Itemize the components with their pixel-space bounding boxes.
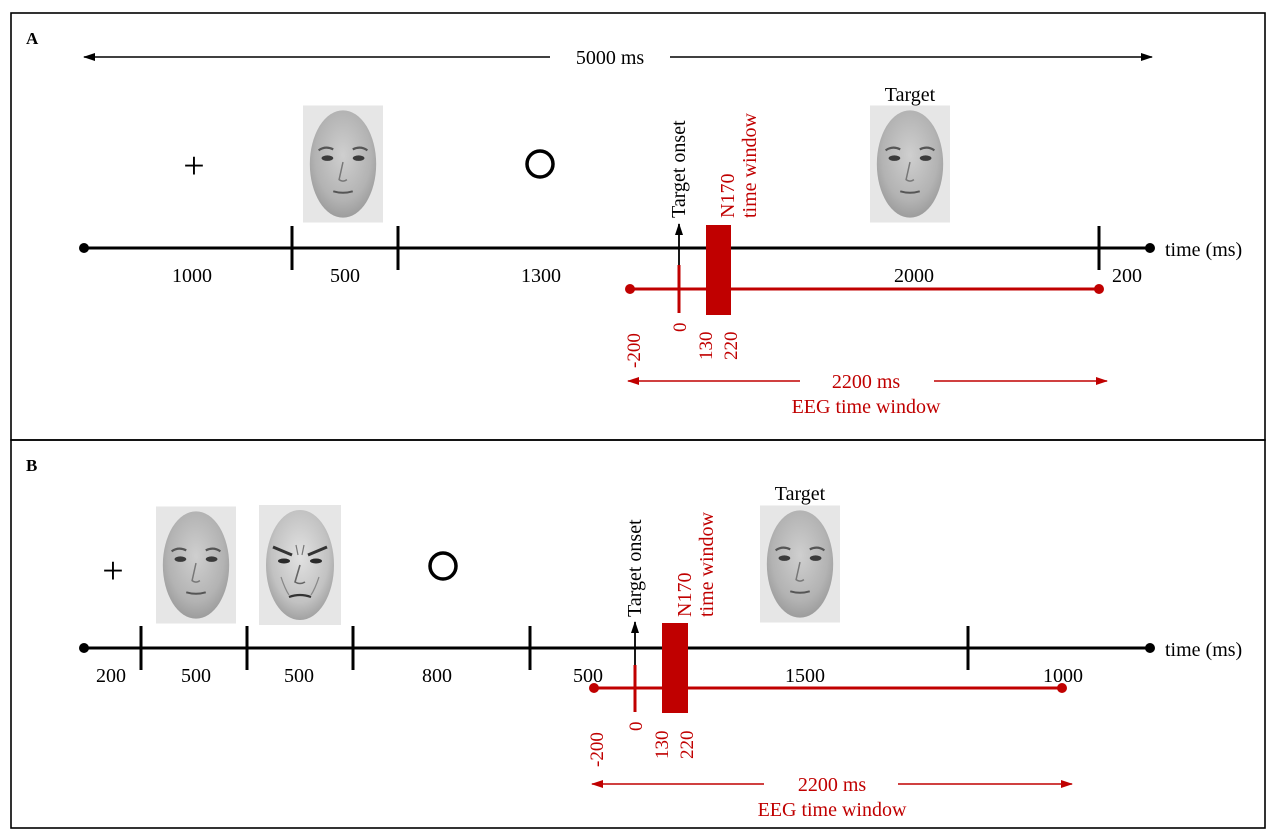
panel-b-n170-label: N170 <box>674 573 696 617</box>
panel-b-segment-label: 500 <box>284 665 314 687</box>
panel-b-target-label: Target <box>775 483 826 505</box>
panel-a-total-duration: 5000 ms <box>576 47 645 69</box>
panel-a-eeg-tick-label: 220 <box>721 332 742 361</box>
panel-a-n170-label: N170 <box>717 174 739 218</box>
panel-b-eeg-duration: 2200 ms <box>798 774 867 796</box>
panel-b-eeg-tick-label: 220 <box>677 731 698 760</box>
panel-a-prime-face-image <box>303 104 383 224</box>
panel-a-segment-label: 500 <box>330 265 360 287</box>
panel-a-eeg-duration: 2200 ms <box>832 371 901 393</box>
panel-b-label: B <box>26 456 37 475</box>
panel-b-segment-label: 1000 <box>1043 665 1083 687</box>
panel-a-n170-sublabel: time window <box>739 112 761 218</box>
panel-a-segment-label: 1000 <box>172 265 212 287</box>
panel-b-segment-label: 800 <box>422 665 452 687</box>
panel-b-fixation-cross: + <box>102 550 123 592</box>
panel-b-neutral-face-image <box>156 505 236 625</box>
panel-b-segment-label: 200 <box>96 665 126 687</box>
panel-a-fixation-cross: + <box>183 145 204 187</box>
panel-b-eeg-start-dot <box>589 683 599 693</box>
panel-a-eeg-end-dot <box>1094 284 1104 294</box>
panel-a-label: A <box>26 29 39 48</box>
panel-b-frame <box>10 439 1266 829</box>
panel-b-circle-icon <box>428 551 458 581</box>
panel-a-frame <box>10 12 1266 441</box>
panel-b-eeg-label: EEG time window <box>758 799 907 821</box>
panel-a-circle-icon <box>525 149 555 179</box>
panel-b-angry-face-image <box>259 505 341 625</box>
panel-a-n170-window <box>706 225 731 315</box>
panel-b-n170-sublabel: time window <box>696 511 718 617</box>
panel-b-target-onset-label: Target onset <box>624 519 646 617</box>
panel-a-axis-start-dot <box>79 243 89 253</box>
panel-a-segment-label: 200 <box>1112 265 1142 287</box>
panel-a-eeg-start-dot <box>625 284 635 294</box>
panel-b-eeg-end-dot <box>1057 683 1067 693</box>
panel-a-segment-label: 1300 <box>521 265 561 287</box>
panel-a-axis-label: time (ms) <box>1165 239 1242 261</box>
panel-a-target-onset-label: Target onset <box>668 120 690 218</box>
panel-b-target-face-image <box>760 504 840 624</box>
panel-b-segment-label: 1500 <box>785 665 825 687</box>
panel-b-n170-window <box>662 623 688 713</box>
panel-a: A 5000 ms + Target time (ms) 1000 500 13… <box>26 29 1242 418</box>
panel-a-axis-end-dot <box>1145 243 1155 253</box>
panel-a-target-label: Target <box>885 84 936 106</box>
panel-b-eeg-tick-label: 130 <box>652 731 673 760</box>
panel-b-segment-label: 500 <box>573 665 603 687</box>
panel-b-eeg-tick-label: -200 <box>587 732 608 767</box>
panel-b-axis-label: time (ms) <box>1165 639 1242 661</box>
panel-a-eeg-tick-label: -200 <box>624 333 645 368</box>
panel-b-axis-start-dot <box>79 643 89 653</box>
panel-b: B + Target time (ms) 200 500 500 800 500… <box>26 456 1242 821</box>
panel-a-segment-label: 2000 <box>894 265 934 287</box>
panel-a-target-face-image <box>870 104 950 224</box>
panel-a-eeg-label: EEG time window <box>792 396 941 418</box>
panel-b-segment-label: 500 <box>181 665 211 687</box>
panel-a-eeg-tick-label: 0 <box>670 323 691 333</box>
panel-b-eeg-tick-label: 0 <box>626 722 647 732</box>
panel-b-axis-end-dot <box>1145 643 1155 653</box>
panel-a-eeg-tick-label: 130 <box>696 332 717 361</box>
